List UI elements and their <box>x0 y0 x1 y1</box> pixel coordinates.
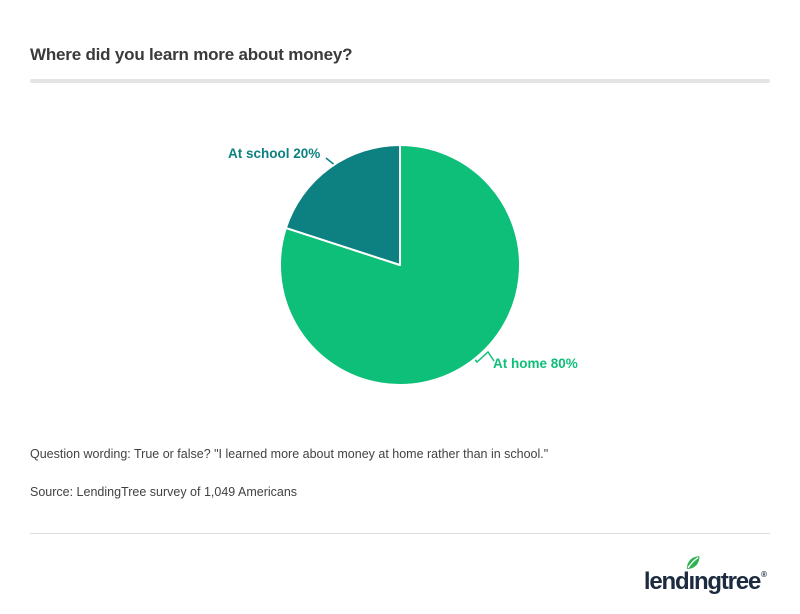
logo-wordmark: lend ıngtree <box>643 556 761 595</box>
pie-label-at-home: At home 80% <box>493 356 578 371</box>
connector-at-home <box>466 348 495 364</box>
lendingtree-logo: lend ıngtree® <box>643 556 767 595</box>
pie-slice-at-school <box>284 144 401 266</box>
page-title: Where did you learn more about money? <box>30 45 353 64</box>
connector-at-school <box>325 157 343 172</box>
registered-mark: ® <box>761 570 767 579</box>
question-wording-note: Question wording: True or false? "I lear… <box>30 447 549 461</box>
logo-letter-i: ı <box>687 556 700 595</box>
leaf-icon <box>687 556 700 569</box>
source-note: Source: LendingTree survey of 1,049 Amer… <box>30 485 298 499</box>
logo-text-lend: lend <box>643 568 690 595</box>
pie-label-at-school: At school 20% <box>228 146 321 161</box>
pie-slices <box>279 144 521 386</box>
logo-text-ngtree: ngtree <box>693 568 761 595</box>
footer-divider <box>30 533 770 534</box>
logo-text-i: ı <box>688 568 695 595</box>
title-divider <box>30 79 770 83</box>
pie-slice-at-home <box>279 144 521 386</box>
